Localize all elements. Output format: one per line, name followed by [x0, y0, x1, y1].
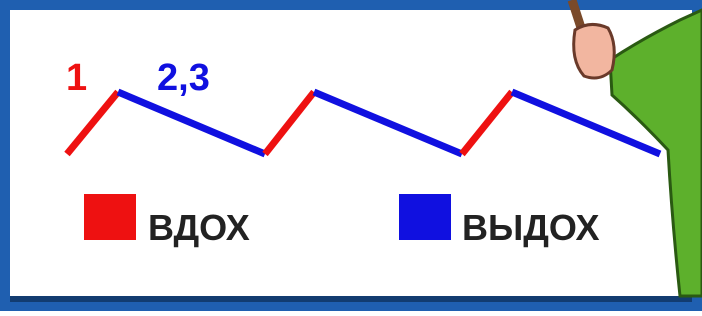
- legend-swatch: [399, 194, 451, 240]
- breathing-diagram: 1 2,3 ВДОХ ВЫДОХ: [0, 0, 702, 311]
- phase-label: 2,3: [157, 57, 210, 99]
- legend-swatch: [84, 194, 136, 240]
- hand: [574, 24, 615, 78]
- phase-label: 1: [66, 57, 87, 99]
- legend-label: ВДОХ: [148, 207, 250, 248]
- panel-shadow: [10, 296, 692, 302]
- legend-label: ВЫДОХ: [462, 207, 600, 248]
